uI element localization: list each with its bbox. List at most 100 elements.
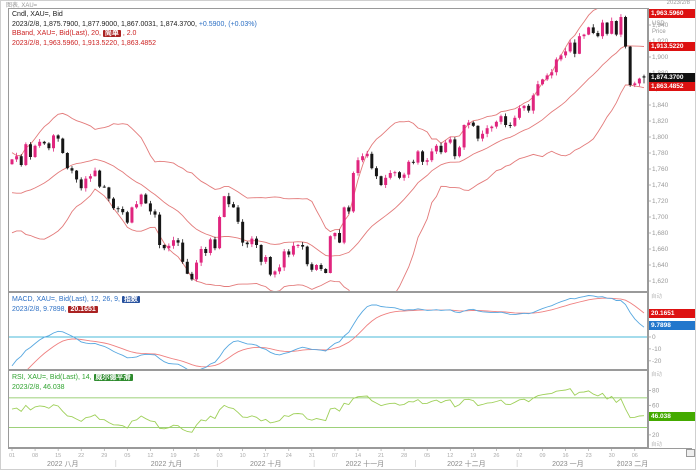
candle-body [171,240,175,246]
bb-upper-axis-label: 1,963.5960 [649,9,695,18]
candle-body [513,117,517,126]
rsi-plot-area[interactable] [9,388,647,433]
candle-body [33,145,37,157]
price-tick-label: 1,900 [652,54,669,61]
candle-body [213,239,217,249]
rsi-panel[interactable] [8,370,648,448]
price-legend-series: Cndl, XAU=, Bid [12,11,63,18]
candle-body [125,212,129,223]
rsi-axis-auto-label: 自动 [651,440,663,448]
macd-plot-area[interactable] [9,295,647,377]
candle-body [522,105,526,109]
candle-body [384,177,388,185]
candle-body [596,33,600,37]
price-tick-label: 1,660 [652,246,669,253]
rsi-legend-value: 2023/2/8, 46.038 [12,383,65,391]
price-axis-unit: USD [652,21,665,27]
candle-body [541,79,545,85]
macd-signal-value-badge[interactable]: 20.1651 [68,305,98,313]
candle-body [333,233,337,237]
candle-body [167,245,171,249]
candle-body [130,207,134,223]
macd-legend-value: 2023/2/8, 9.7898, [12,305,67,313]
candle-body [245,242,249,245]
macd-ma-type-button[interactable]: 指数 [121,296,140,303]
candle-body [508,125,512,126]
candle-body [135,204,139,208]
day-tick-label: 07 [332,453,338,459]
candle-body [84,178,88,189]
day-tick-label: 14 [355,453,361,459]
candle-body [494,121,498,127]
macd-tick-label: -10 [652,346,662,353]
candle-body [536,84,540,96]
day-tick-label: 26 [193,453,199,459]
candle-body [301,245,305,247]
day-tick-label: 19 [470,453,476,459]
macd-axis-auto-label: 自动 [651,292,663,300]
candle-body [111,198,115,209]
rsi-smoothing-button[interactable]: 威尔德平滑 [93,374,133,381]
bband-legend-values: 2023/2/8, 1,963.5960, 1,913.5220, 1,863.… [12,39,157,47]
macd-tick-label: 0 [652,334,656,341]
candle-body [411,161,415,163]
day-tick-label: 31 [309,453,315,459]
candle-body [324,269,328,273]
price-tick-label: 1,740 [652,182,669,189]
price-panel[interactable] [8,8,648,292]
month-label: 2023 二月 [617,460,649,468]
price-legend-change: +0.5900, (+0.03%) [198,20,257,28]
candle-body [453,139,457,157]
day-tick-label: 12 [447,453,453,459]
candle-body [190,273,194,280]
day-tick-label: 26 [493,453,499,459]
day-tick-label: 29 [101,453,107,459]
candle-body [56,135,60,139]
candle-body [116,208,120,210]
candle-body [416,151,420,163]
price-axis-unit2: Price [652,29,666,35]
price-tick-label: 1,780 [652,150,669,157]
candle-body [310,264,314,270]
candle-body [148,203,152,212]
candle-body [24,144,28,165]
candle-body [444,142,448,153]
candle-body [568,42,572,52]
price-plot-area[interactable] [10,2,646,310]
candle-body [70,168,74,171]
candle-body [545,75,549,80]
candle-body [282,251,286,268]
day-tick-label: 05 [124,453,130,459]
candle-body [218,217,222,249]
candle-body [222,196,226,217]
day-tick-label: 16 [563,453,569,459]
macd-panel[interactable] [8,292,648,370]
rsi-axis-label: 46.038 [649,412,695,421]
bb-lower-axis-label: 1,863.4852 [649,82,695,91]
candle-body [338,233,342,243]
candle-body [10,159,14,165]
last-price-axis-label: 1,874.3700 [649,73,695,82]
candle-body [485,128,489,134]
macd-legend-text: MACD, XAU=, Bid(Last), 12, 26, 9, [12,296,120,303]
candle-body [582,34,586,37]
bband-ma-type-button[interactable]: 简单 [102,30,121,37]
candle-body [75,170,79,180]
candle-body [402,174,406,178]
candle-body [254,238,258,245]
candle-body [278,267,282,272]
candle-body [388,173,392,178]
rsi-tick-label: 60 [652,402,660,409]
candle-body [19,156,23,165]
axis-corner-box[interactable] [686,449,695,457]
day-tick-label: 09 [539,453,545,459]
candle-body [342,207,346,243]
candle-body [370,153,374,169]
candle-body [236,207,240,222]
price-tick-label: 1,840 [652,102,669,109]
rsi-legend-params: RSI, XAU=, Bid(Last), 14, 威尔德平滑 [12,373,133,383]
day-tick-label: 03 [217,453,223,459]
day-tick-label: 05 [424,453,430,459]
day-tick-label: 24 [286,453,292,459]
